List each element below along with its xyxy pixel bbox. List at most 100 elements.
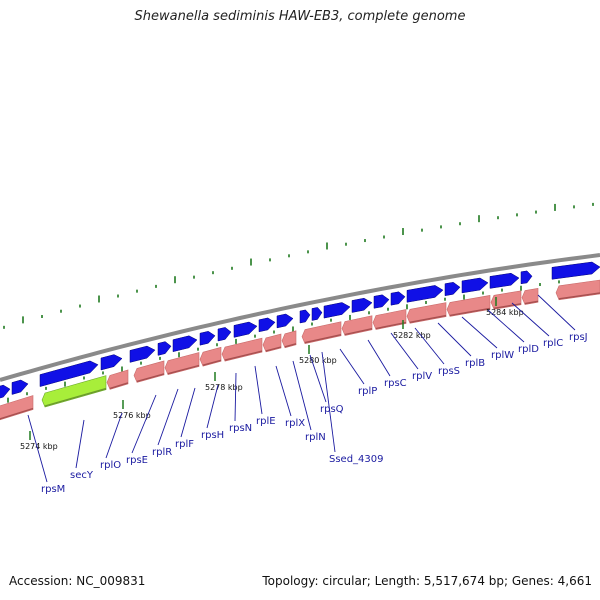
- gene-bar-shadow: [0, 407, 34, 420]
- kbp-label: 5276 kbp: [113, 411, 151, 420]
- gene-bar-shadow: [136, 373, 165, 383]
- forward-gene-arrow[interactable]: [351, 297, 373, 313]
- reverse-gene-bar[interactable]: [406, 302, 447, 324]
- gene-bar-shadow: [44, 387, 107, 407]
- forward-gene-arrow[interactable]: [299, 309, 311, 324]
- gene-label[interactable]: rplV: [412, 371, 432, 382]
- gene-bar-shadow: [109, 382, 129, 390]
- kbp-label: 5284 kbp: [486, 308, 524, 317]
- reverse-gene-bar[interactable]: [221, 337, 263, 362]
- gene-leader-line: [131, 394, 157, 454]
- gene-label[interactable]: rplB: [465, 358, 485, 369]
- reverse-gene-bar[interactable]: [0, 395, 34, 421]
- kbp-scale: 5274 kbp 5276 kbp 5278 kbp 5280 kbp 5282 kbp…: [20, 297, 524, 451]
- gene-bar-shadow: [375, 321, 407, 330]
- gene-label[interactable]: rplN: [305, 432, 326, 443]
- gene-label[interactable]: rpsE: [126, 455, 148, 466]
- gene-bar-shadow: [224, 350, 263, 361]
- gene-bar-shadow: [409, 314, 447, 323]
- gene-leader-line: [75, 419, 85, 469]
- forward-gene-arrow[interactable]: [276, 313, 294, 329]
- reverse-gene-bar[interactable]: [281, 330, 297, 349]
- forward-gene-arrow[interactable]: [199, 331, 216, 346]
- gc-skew-ticks: [3, 202, 594, 403]
- gene-leader-line: [206, 384, 219, 429]
- reverse-gene-bar[interactable]: [164, 352, 200, 376]
- forward-gene-arrow[interactable]: [0, 384, 11, 399]
- gene-label[interactable]: rplR: [152, 447, 172, 458]
- gene-label[interactable]: rplD: [518, 344, 539, 355]
- gene-bar-shadow: [524, 300, 539, 305]
- gene-bar-shadow: [558, 292, 600, 300]
- forward-gene-arrow[interactable]: [233, 321, 258, 338]
- gene-bar-shadow: [167, 364, 200, 375]
- forward-gene-arrow[interactable]: [461, 277, 489, 294]
- gene-label[interactable]: rpsS: [438, 366, 460, 377]
- reverse-strand-genes: [0, 279, 600, 421]
- forward-gene-arrow[interactable]: [444, 282, 461, 296]
- gene-label[interactable]: rplP: [358, 386, 377, 397]
- genome-backbone: [0, 253, 600, 382]
- reverse-gene-bar[interactable]: [133, 360, 165, 383]
- forward-gene-arrow[interactable]: [172, 335, 198, 353]
- gene-label[interactable]: rpsJ: [569, 332, 588, 343]
- forward-gene-arrow[interactable]: [390, 291, 406, 306]
- gene-label[interactable]: rplW: [491, 350, 514, 361]
- gene-bar-shadow: [344, 328, 373, 336]
- reverse-gene-bar[interactable]: [262, 333, 282, 353]
- forward-gene-arrow[interactable]: [157, 341, 172, 356]
- forward-gene-arrow[interactable]: [311, 307, 323, 321]
- gene-bar-shadow: [202, 359, 222, 366]
- forward-gene-arrow[interactable]: [489, 272, 520, 289]
- gene-label[interactable]: rplF: [175, 439, 194, 450]
- forward-gene-arrow[interactable]: [551, 261, 600, 280]
- gene-label[interactable]: rpsN: [229, 423, 252, 434]
- gene-leader-line: [437, 322, 472, 357]
- kbp-label: 5282 kbp: [393, 331, 431, 340]
- page-title: Shewanella sediminis HAW-EB3, complete g…: [134, 9, 466, 24]
- gene-leader-line: [487, 309, 525, 343]
- gene-leader-line: [461, 316, 498, 349]
- gene-label[interactable]: secY: [70, 470, 94, 481]
- gene-leader-line: [157, 388, 179, 446]
- forward-gene-arrow[interactable]: [520, 270, 533, 285]
- gene-leader-line: [254, 365, 263, 415]
- gene-leader-line: [511, 302, 550, 337]
- gene-label[interactable]: rpsM: [41, 484, 65, 495]
- forward-gene-arrow[interactable]: [323, 302, 351, 319]
- forward-gene-arrow[interactable]: [258, 317, 276, 333]
- forward-gene-arrow[interactable]: [217, 327, 232, 342]
- highlighted-gene-bar[interactable]: [41, 375, 107, 408]
- forward-gene-arrow[interactable]: [39, 360, 99, 387]
- gene-leader-line: [339, 348, 365, 385]
- gene-label[interactable]: rpsC: [384, 378, 407, 389]
- forward-gene-arrow[interactable]: [373, 294, 390, 309]
- gene-leader-line: [390, 332, 419, 370]
- gene-leader-line: [292, 360, 312, 431]
- kbp-label: 5274 kbp: [20, 442, 58, 451]
- forward-gene-arrow[interactable]: [129, 345, 156, 363]
- reverse-gene-bar[interactable]: [555, 279, 600, 301]
- kbp-label: 5278 kbp: [205, 383, 243, 392]
- gene-label[interactable]: Ssed_4309: [329, 454, 384, 465]
- gene-bar-shadow: [284, 343, 297, 348]
- gene-bar-shadow: [304, 334, 342, 344]
- reverse-gene-bar[interactable]: [446, 295, 491, 317]
- reverse-gene-bar[interactable]: [521, 287, 539, 305]
- gene-leader-line: [234, 372, 237, 422]
- forward-gene-arrow[interactable]: [100, 354, 123, 371]
- gene-leader-line: [321, 351, 336, 453]
- forward-gene-arrow[interactable]: [11, 379, 29, 395]
- gene-label[interactable]: rpsQ: [320, 404, 344, 415]
- forward-gene-arrow[interactable]: [406, 285, 444, 303]
- gene-label[interactable]: rpsH: [201, 430, 224, 441]
- reverse-gene-bar[interactable]: [301, 321, 342, 344]
- gene-leader-line: [367, 339, 391, 377]
- forward-strand-genes: [0, 261, 600, 399]
- gene-label[interactable]: rplO: [100, 460, 121, 471]
- gene-label[interactable]: rplX: [285, 418, 305, 429]
- gene-label[interactable]: rplC: [543, 338, 563, 349]
- gene-label[interactable]: rplE: [256, 416, 276, 427]
